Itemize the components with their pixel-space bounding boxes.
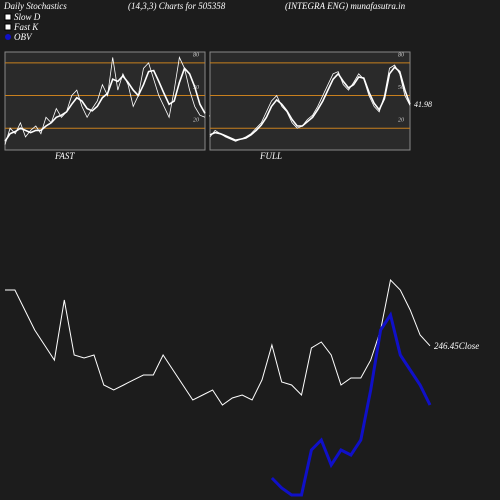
y-tick-label: 20 [193, 118, 199, 124]
panel [4, 51, 206, 151]
legend-swatch [4, 23, 12, 31]
y-tick-label: 50 [193, 85, 199, 91]
end-label: 41.98 [414, 100, 432, 109]
series-line [209, 64, 411, 142]
header-middle: (14,3,3) Charts for 505358 [128, 1, 226, 11]
legend-label: Slow D [14, 12, 41, 22]
series-line [270, 311, 432, 497]
x-axis-label: FAST [54, 151, 75, 161]
header-right: (INTEGRA ENG) munafasutra.in [285, 1, 406, 11]
series-line [209, 66, 411, 142]
end-label: 246.45Close [434, 341, 479, 351]
panel [209, 51, 411, 151]
y-tick-label: 80 [193, 52, 199, 58]
legend-swatch [5, 34, 11, 40]
series-line [4, 56, 206, 145]
legend-label: Fast K [13, 22, 39, 32]
y-tick-label: 80 [398, 52, 404, 58]
x-axis-label: FULL [259, 151, 282, 161]
legend-swatch [4, 13, 12, 21]
legend-label: OBV [14, 32, 33, 42]
y-tick-label: 50 [398, 85, 404, 91]
header-left: Daily Stochastics [3, 1, 67, 11]
y-tick-label: 20 [398, 118, 404, 124]
series-line [5, 278, 431, 406]
